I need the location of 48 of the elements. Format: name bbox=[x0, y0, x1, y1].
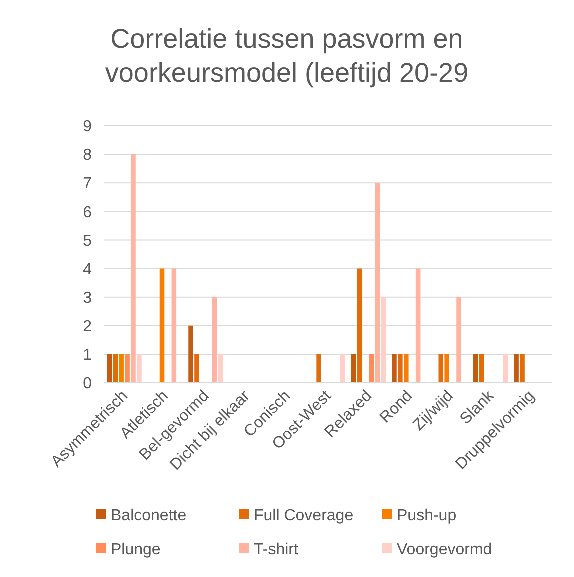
bar bbox=[375, 183, 380, 383]
y-tick-label: 9 bbox=[83, 118, 92, 136]
bar bbox=[404, 354, 409, 383]
bar bbox=[107, 354, 112, 383]
legend-label: Plunge bbox=[111, 542, 161, 559]
bar bbox=[194, 354, 200, 383]
bar bbox=[125, 354, 130, 383]
bar bbox=[212, 297, 218, 383]
y-tick-label: 0 bbox=[83, 376, 92, 393]
legend-label: Voorgevormd bbox=[397, 542, 492, 559]
bar bbox=[188, 326, 194, 383]
bar bbox=[514, 354, 519, 383]
bar bbox=[456, 297, 462, 383]
bar bbox=[137, 354, 142, 383]
legend-label: Full Coverage bbox=[254, 508, 354, 525]
bar bbox=[351, 354, 356, 383]
bar bbox=[218, 354, 224, 383]
bar bbox=[392, 354, 397, 383]
y-tick-label: 6 bbox=[83, 204, 92, 222]
bar bbox=[160, 268, 165, 383]
bar bbox=[416, 268, 421, 383]
bar bbox=[340, 354, 346, 383]
y-tick-label: 7 bbox=[83, 176, 92, 193]
bar bbox=[119, 354, 124, 383]
bar bbox=[316, 354, 322, 383]
y-tick-label: 5 bbox=[83, 232, 92, 250]
bar bbox=[398, 354, 403, 383]
bar bbox=[479, 354, 484, 383]
y-tick-label: 8 bbox=[83, 147, 92, 164]
chart-title: Correlatie tussen pasvorm en voorkeursmodel (leeftijd 20-29 bbox=[105, 24, 469, 88]
legend-label: Push-up bbox=[397, 508, 457, 525]
bar bbox=[381, 297, 386, 383]
bar bbox=[438, 354, 444, 383]
y-tick-label: 4 bbox=[83, 261, 92, 278]
bar bbox=[473, 354, 478, 383]
legend-label: Balconette bbox=[111, 508, 187, 525]
y-tick-label: 3 bbox=[83, 290, 92, 307]
legend-label: T-shirt bbox=[254, 542, 299, 559]
bar bbox=[369, 354, 374, 383]
bar bbox=[113, 354, 118, 383]
bar bbox=[357, 268, 362, 383]
y-tick-label: 1 bbox=[83, 347, 92, 364]
bar bbox=[172, 268, 177, 383]
bar bbox=[444, 354, 450, 383]
y-tick-label: 2 bbox=[83, 318, 92, 336]
bar bbox=[520, 354, 525, 383]
bar bbox=[503, 354, 508, 383]
bar bbox=[131, 154, 136, 383]
